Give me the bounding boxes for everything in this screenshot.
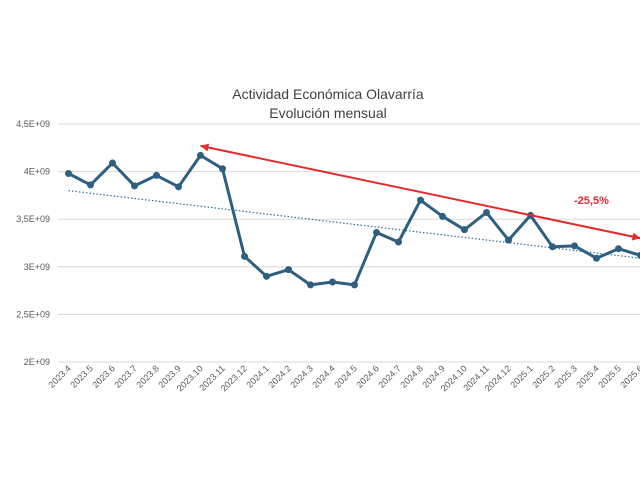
data-point <box>197 151 204 159</box>
data-point <box>131 182 138 190</box>
y-tick-label: 2,5E+09 <box>16 309 50 319</box>
data-point <box>483 209 490 217</box>
x-tick-label: 2023.4 <box>46 363 73 390</box>
arrow-head <box>631 232 640 241</box>
x-tick-label: 2024.2 <box>266 363 293 390</box>
y-tick-label: 4,5E+09 <box>16 119 50 129</box>
x-tick-label: 2025.5 <box>596 363 623 390</box>
x-tick-label: 2025.3 <box>552 363 579 390</box>
x-tick-label: 2025.4 <box>574 363 601 390</box>
x-tick-label: 2025.2 <box>530 363 557 390</box>
y-axis-tick-labels: 2E+09 2,5E+09 3E+09 3,5E+09 4E+09 4,5E+09 <box>16 119 50 367</box>
x-tick-label: 2024.4 <box>310 363 337 390</box>
data-point <box>351 281 358 289</box>
arrow-head <box>200 143 210 152</box>
chart-title: Actividad Económica Olavarría <box>232 86 424 102</box>
data-point <box>153 171 160 179</box>
data-point <box>417 196 424 204</box>
y-tick-label: 4E+09 <box>24 167 50 177</box>
data-point <box>329 278 336 286</box>
data-series <box>65 151 640 289</box>
data-point <box>395 238 402 246</box>
x-tick-label: 2024.8 <box>398 363 425 390</box>
trendline-line <box>68 190 640 259</box>
data-point <box>87 181 94 189</box>
x-tick-label: 2025.1 <box>508 363 535 390</box>
data-point <box>637 251 640 259</box>
data-point <box>65 170 72 178</box>
data-point <box>373 229 380 237</box>
data-point <box>285 266 292 274</box>
data-point <box>571 242 578 250</box>
data-point <box>615 245 622 253</box>
gridlines <box>58 123 640 363</box>
data-point <box>109 159 116 167</box>
x-tick-label: 2023.6 <box>90 363 117 390</box>
x-tick-label: 2025.6 <box>618 363 640 390</box>
data-point <box>219 165 226 173</box>
x-tick-label: 2024.1 <box>244 363 271 390</box>
trendline <box>68 190 640 259</box>
x-tick-label: 2023.5 <box>68 363 95 390</box>
x-tick-label: 2023.8 <box>134 363 161 390</box>
y-tick-label: 3,5E+09 <box>16 214 50 224</box>
data-point <box>505 236 512 244</box>
data-point <box>593 254 600 262</box>
x-tick-label: 2024.5 <box>332 363 359 390</box>
x-tick-label: 2024.6 <box>354 363 381 390</box>
x-tick-label: 2024.7 <box>376 363 403 390</box>
data-point <box>549 243 556 251</box>
chart-subtitle: Evolución mensual <box>269 105 387 121</box>
x-tick-label: 2023.7 <box>112 363 139 390</box>
decline-percentage-label: -25,5% <box>574 195 609 207</box>
y-tick-label: 2E+09 <box>24 357 50 367</box>
data-point <box>439 212 446 220</box>
decline-annotation: -25,5% <box>200 143 640 241</box>
data-point <box>241 252 248 260</box>
y-tick-label: 3E+09 <box>24 262 50 272</box>
data-point <box>175 183 182 191</box>
x-tick-label: 2024.3 <box>288 363 315 390</box>
data-point <box>263 272 270 280</box>
decline-arrow-line <box>200 144 640 240</box>
x-axis-tick-labels: 2023.42023.52023.62023.72023.82023.92023… <box>46 363 640 393</box>
data-point <box>307 281 314 289</box>
data-point <box>461 226 468 234</box>
